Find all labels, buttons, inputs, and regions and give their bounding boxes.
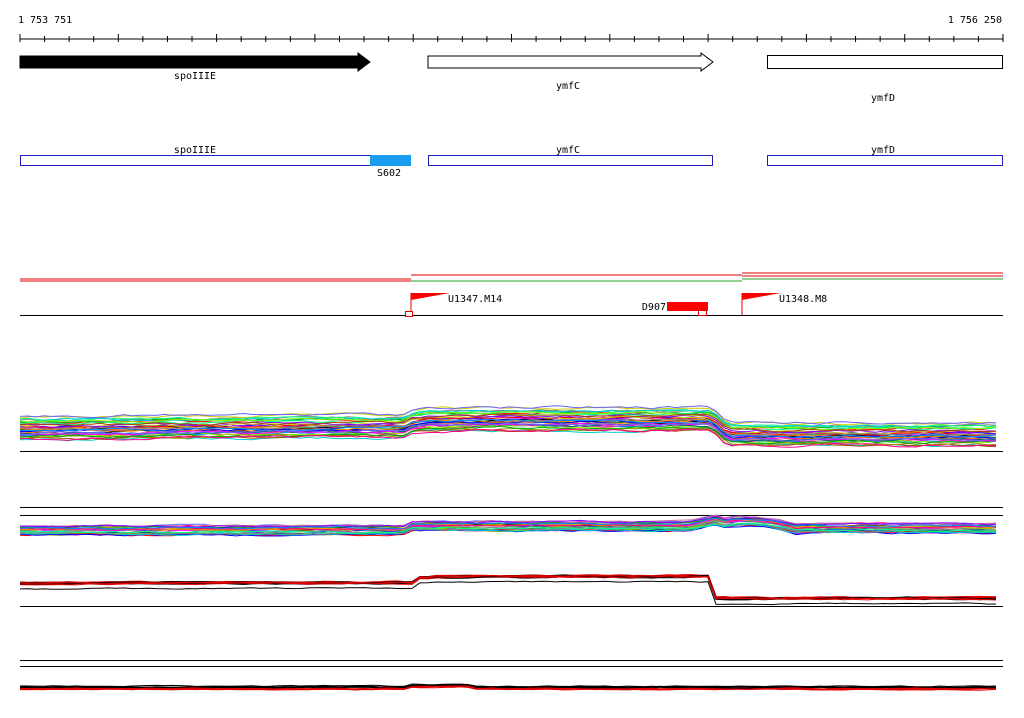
gene-arrow-ymfc[interactable]: [427, 52, 714, 72]
expression-profile-line: [19, 580, 997, 606]
marker-anchor: [405, 311, 413, 317]
expression-profile-line: [19, 575, 997, 601]
coordinate-ruler: 1 753 751 1 756 250: [18, 15, 1004, 42]
marker-u1347[interactable]: U1347.M14: [405, 293, 503, 317]
marker-d907[interactable]: D907: [642, 302, 708, 316]
expression-profile-line: [19, 574, 997, 599]
gene-arrow-spoiiie[interactable]: [19, 52, 371, 72]
gene-label-ymfd: ymfD: [871, 93, 895, 104]
expression-profile-line: [19, 574, 996, 600]
expression-profile-line: [19, 515, 997, 528]
expression-profile-line: [20, 575, 997, 601]
promoter-flag-icon: [742, 293, 781, 300]
gene-box-ymfd[interactable]: [767, 55, 1003, 69]
marker-u1348[interactable]: U1348.M8: [741, 293, 827, 315]
gene-label-spoiiie: spoIIIE: [174, 71, 216, 82]
expression-profile-line: [19, 406, 997, 426]
expression-panel-2: [19, 507, 1003, 537]
ruler-ticks: [19, 34, 1004, 42]
expression-panel-4: [19, 660, 1003, 691]
marker-label: D907: [642, 302, 666, 313]
cds-label-ymfc: ymfC: [556, 145, 580, 156]
expression-profile-line: [19, 418, 997, 439]
cds-feature-label: S602: [377, 168, 401, 179]
gene-label-ymfc: ymfC: [556, 81, 580, 92]
expression-profile-line: [20, 425, 997, 445]
cds-box-ymfc[interactable]: [428, 155, 713, 166]
expression-profile-line: [19, 405, 996, 425]
expression-profile-line: [19, 422, 997, 442]
marker-label: U1347.M14: [448, 294, 502, 305]
expression-profile-line: [19, 684, 997, 689]
gene-track: spoIIIE ymfC ymfD: [19, 52, 1003, 104]
ruler-start-label: 1 753 751: [18, 15, 72, 26]
expression-panel-1: [19, 405, 1003, 452]
ruler-end-label: 1 756 250: [948, 15, 1002, 26]
cds-box-spoiiie[interactable]: [20, 155, 371, 166]
expression-profile-line: [20, 428, 996, 448]
expression-profile-line: [19, 686, 997, 691]
expression-profile-line: [19, 417, 997, 436]
expression-profile-line: [19, 422, 997, 442]
transcription-track: U1347.M14 U1348.M8 D907: [20, 272, 1003, 317]
cds-feature-s602[interactable]: [370, 155, 411, 166]
expression-profile-line: [19, 517, 997, 530]
expression-profile-line: [19, 413, 997, 433]
expression-profile-line: [19, 522, 997, 535]
expression-profile-line: [19, 522, 997, 534]
expression-panel-3: [19, 574, 1003, 607]
terminator-block: [667, 302, 708, 311]
expression-profile-line: [19, 408, 997, 430]
marker-anchor: [698, 310, 707, 316]
cds-label-spoiiie: spoIIIE: [174, 145, 216, 156]
expression-profile-line: [19, 574, 996, 600]
promoter-flag-icon: [411, 293, 450, 300]
cds-box-ymfd[interactable]: [767, 155, 1003, 166]
expression-profile-line: [19, 683, 997, 688]
cds-track: spoIIIE S602 ymfC ymfD: [20, 145, 1003, 179]
cds-label-ymfd: ymfD: [871, 145, 895, 156]
marker-label: U1348.M8: [779, 294, 827, 305]
expression-profile-line: [19, 523, 997, 536]
